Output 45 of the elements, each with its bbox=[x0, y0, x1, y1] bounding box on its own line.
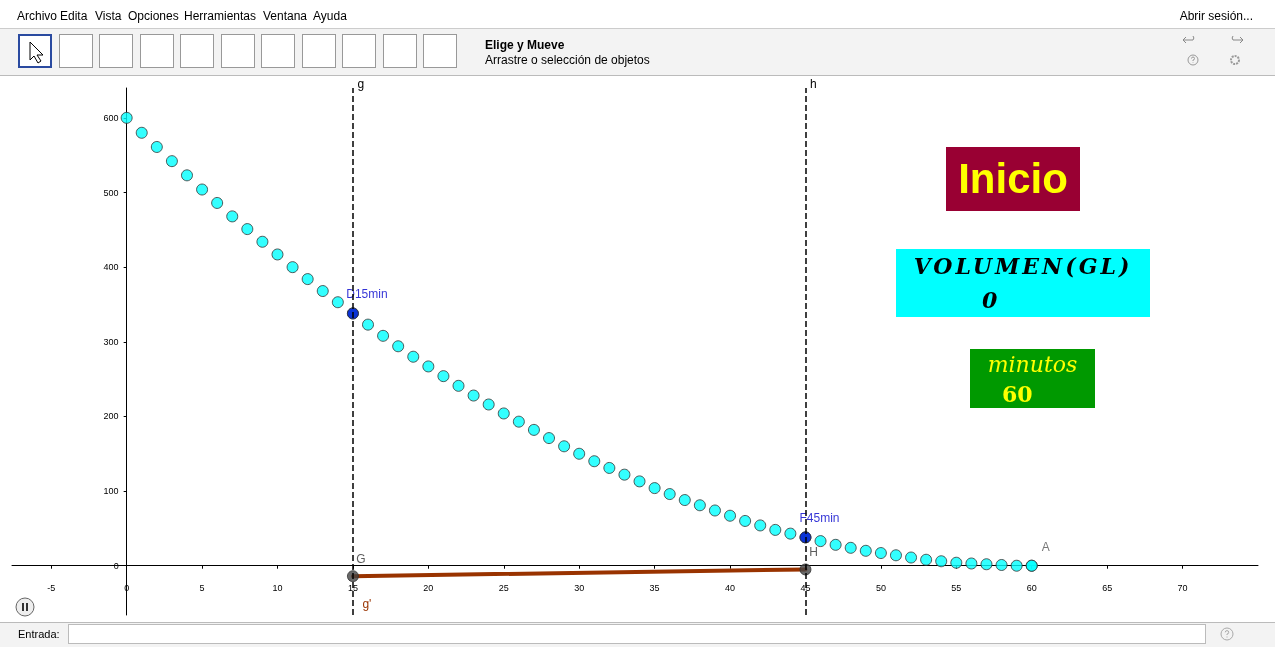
x-tick-label: 60 bbox=[1026, 583, 1037, 594]
annotation: 0 bbox=[896, 283, 1150, 317]
text: Arrastre o selección de objetos bbox=[485, 53, 650, 67]
annotation: 60 bbox=[970, 379, 1095, 408]
text: Edita bbox=[60, 9, 88, 23]
x-tick-label: 45 bbox=[800, 583, 811, 594]
y-tick-label: 600 bbox=[103, 112, 119, 123]
text: Opciones bbox=[128, 9, 179, 23]
ref-line-label: h bbox=[810, 77, 817, 91]
x-tick-label: 25 bbox=[498, 583, 509, 594]
series-label: A bbox=[1041, 539, 1050, 554]
annotation: minutos bbox=[970, 349, 1095, 379]
y-tick-label: 100 bbox=[103, 486, 119, 497]
x-tick-label: 55 bbox=[951, 583, 962, 594]
data-label: G bbox=[356, 552, 366, 567]
x-tick-label: 35 bbox=[649, 583, 660, 594]
series-label: D15min bbox=[346, 287, 388, 302]
text: Ayuda bbox=[313, 9, 347, 23]
x-tick-label: -5 bbox=[47, 583, 56, 594]
text: Herramientas bbox=[184, 9, 257, 23]
x-tick-label: 50 bbox=[875, 583, 886, 594]
ref-line-label: g bbox=[357, 77, 365, 91]
x-tick-label: 30 bbox=[574, 583, 585, 594]
x-tick-label: 5 bbox=[199, 583, 205, 594]
series-label: g' bbox=[362, 597, 372, 612]
x-tick-label: 15 bbox=[347, 583, 358, 594]
text: Elige y Mueve bbox=[485, 38, 565, 52]
y-tick-label: 500 bbox=[103, 187, 119, 198]
text: Ventana bbox=[263, 9, 308, 23]
x-tick-label: 70 bbox=[1177, 583, 1188, 594]
text: Vista bbox=[95, 9, 122, 23]
x-tick-label: 40 bbox=[725, 583, 736, 594]
x-tick-label: 20 bbox=[423, 583, 434, 594]
text: Entrada: bbox=[18, 628, 60, 640]
data-label: H bbox=[809, 545, 818, 560]
annotation: VOLUMEN(GL) bbox=[896, 249, 1150, 283]
text: Abrir sesión... bbox=[1179, 9, 1253, 23]
y-tick-label: 300 bbox=[103, 336, 119, 347]
point bbox=[1025, 559, 1038, 572]
y-tick-label: 200 bbox=[103, 411, 119, 422]
series-label: F45min bbox=[799, 511, 840, 526]
x-tick-label: 65 bbox=[1102, 583, 1113, 594]
x-tick-label: 10 bbox=[272, 583, 283, 594]
y-tick-label: 400 bbox=[103, 262, 119, 273]
text: Archivo bbox=[17, 9, 58, 23]
